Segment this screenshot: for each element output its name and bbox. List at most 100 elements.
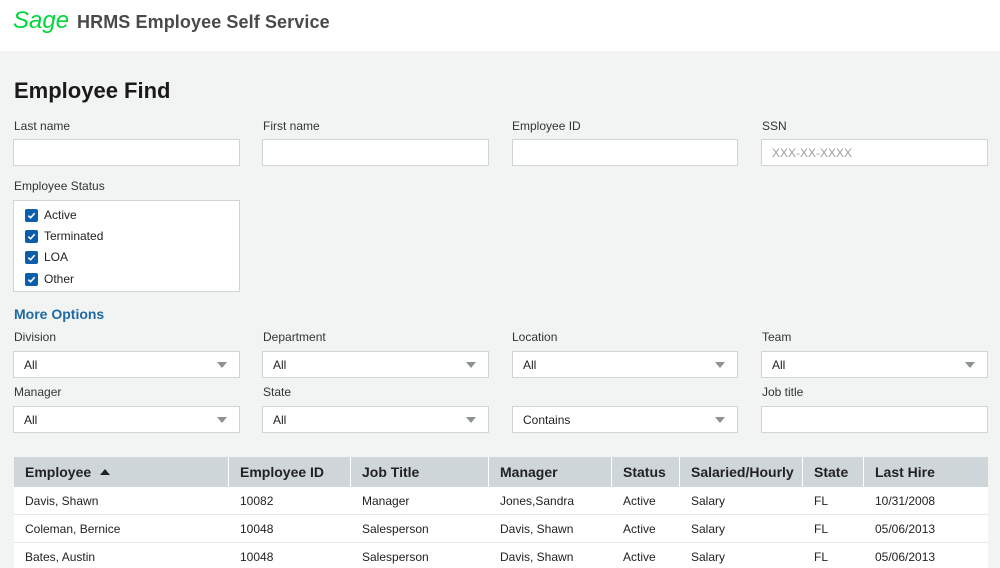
cell-employee-id: 10048 bbox=[240, 521, 274, 536]
cell-last-hire: 10/31/2008 bbox=[875, 493, 936, 508]
more-options-link[interactable]: More Options bbox=[14, 306, 105, 322]
checkbox-checked-icon bbox=[25, 229, 38, 243]
column-header-label: Employee ID bbox=[240, 464, 325, 480]
cell-manager: Davis, Shawn bbox=[500, 521, 574, 536]
status-option-label: LOA bbox=[44, 250, 69, 264]
status-option-label: Other bbox=[44, 272, 75, 286]
column-header-label: Salaried/Hourly bbox=[691, 464, 794, 480]
top-bar: Sage HRMS Employee Self Service bbox=[0, 0, 1000, 51]
status-option-label: Active bbox=[44, 208, 77, 222]
job-title-match-select[interactable]: Contains bbox=[512, 406, 738, 433]
cell-state: FL bbox=[814, 493, 829, 508]
last-name-input[interactable] bbox=[13, 139, 240, 166]
cell-employee: Davis, Shawn bbox=[25, 493, 99, 508]
column-header-job-title[interactable]: Job Title bbox=[351, 457, 489, 487]
cell-last-hire: 05/06/2013 bbox=[875, 549, 936, 564]
department-select[interactable]: All bbox=[262, 351, 489, 378]
state-select[interactable]: All bbox=[262, 406, 489, 433]
cell-employee-id: 10082 bbox=[240, 493, 274, 508]
location-value: All bbox=[523, 357, 537, 372]
location-select[interactable]: All bbox=[512, 351, 738, 378]
chevron-down-icon bbox=[466, 362, 476, 368]
cell-job-title: Salesperson bbox=[362, 521, 429, 536]
cell-job-title: Salesperson bbox=[362, 549, 429, 564]
checkbox-checked-icon bbox=[25, 250, 38, 264]
cell-salaried-hourly: Salary bbox=[691, 493, 726, 508]
column-header-manager[interactable]: Manager bbox=[489, 457, 612, 487]
state-label: State bbox=[263, 385, 292, 399]
cell-status: Active bbox=[623, 493, 656, 508]
results-table: Employee Employee ID Job Title Manager S… bbox=[14, 457, 988, 568]
column-header-label: Employee bbox=[25, 464, 92, 480]
column-header-salaried-hourly[interactable]: Salaried/Hourly bbox=[680, 457, 803, 487]
sort-ascending-icon bbox=[100, 469, 111, 475]
status-active-checkbox[interactable]: Active bbox=[25, 207, 77, 223]
column-header-label: Manager bbox=[500, 464, 558, 480]
table-row[interactable]: Coleman, Bernice 10048 Salesperson Davis… bbox=[14, 515, 988, 543]
column-header-employee-id[interactable]: Employee ID bbox=[229, 457, 351, 487]
cell-state: FL bbox=[814, 549, 829, 564]
column-header-last-hire[interactable]: Last Hire bbox=[864, 457, 988, 487]
column-header-state[interactable]: State bbox=[803, 457, 864, 487]
department-value: All bbox=[273, 357, 287, 372]
manager-select[interactable]: All bbox=[13, 406, 240, 433]
chevron-down-icon bbox=[715, 417, 725, 423]
division-select[interactable]: All bbox=[13, 351, 240, 378]
location-label: Location bbox=[512, 330, 558, 344]
status-option-label: Terminated bbox=[44, 229, 104, 243]
first-name-label: First name bbox=[263, 119, 320, 133]
employee-id-label: Employee ID bbox=[512, 119, 581, 133]
cell-employee: Bates, Austin bbox=[25, 549, 96, 564]
chevron-down-icon bbox=[965, 362, 975, 368]
chevron-down-icon bbox=[466, 417, 476, 423]
division-value: All bbox=[24, 357, 38, 372]
logo-text: Sage bbox=[13, 7, 68, 34]
column-header-label: Job Title bbox=[362, 464, 420, 480]
division-label: Division bbox=[14, 330, 57, 344]
job-title-input[interactable] bbox=[761, 406, 988, 433]
table-row[interactable]: Bates, Austin 10048 Salesperson Davis, S… bbox=[14, 543, 988, 568]
employee-id-input[interactable] bbox=[512, 139, 738, 166]
checkbox-checked-icon bbox=[25, 272, 38, 286]
last-name-label: Last name bbox=[14, 119, 71, 133]
column-header-label: Status bbox=[623, 464, 666, 480]
job-title-label: Job title bbox=[762, 385, 804, 399]
page-title: Employee Find bbox=[14, 78, 171, 103]
team-select[interactable]: All bbox=[761, 351, 988, 378]
cell-state: FL bbox=[814, 521, 829, 536]
cell-salaried-hourly: Salary bbox=[691, 521, 726, 536]
app-title: HRMS Employee Self Service bbox=[77, 12, 330, 32]
cell-manager: Jones,Sandra bbox=[500, 493, 575, 508]
table-row[interactable]: Davis, Shawn 10082 Manager Jones,Sandra … bbox=[14, 487, 988, 515]
chevron-down-icon bbox=[715, 362, 725, 368]
cell-employee: Coleman, Bernice bbox=[25, 521, 121, 536]
column-header-employee[interactable]: Employee bbox=[14, 457, 229, 487]
column-header-status[interactable]: Status bbox=[612, 457, 680, 487]
team-label: Team bbox=[762, 330, 792, 344]
team-value: All bbox=[772, 357, 786, 372]
status-loa-checkbox[interactable]: LOA bbox=[25, 249, 68, 265]
cell-last-hire: 05/06/2013 bbox=[875, 521, 936, 536]
chevron-down-icon bbox=[217, 362, 227, 368]
department-label: Department bbox=[263, 330, 326, 344]
cell-status: Active bbox=[623, 549, 656, 564]
cell-employee-id: 10048 bbox=[240, 549, 274, 564]
cell-manager: Davis, Shawn bbox=[500, 549, 574, 564]
job-title-match-value: Contains bbox=[523, 412, 571, 427]
cell-job-title: Manager bbox=[362, 493, 410, 508]
ssn-input[interactable] bbox=[761, 139, 988, 166]
column-header-label: Last Hire bbox=[875, 464, 935, 480]
manager-value: All bbox=[24, 412, 38, 427]
first-name-input[interactable] bbox=[262, 139, 489, 166]
status-other-checkbox[interactable]: Other bbox=[25, 271, 74, 287]
manager-label: Manager bbox=[14, 385, 62, 399]
sage-logo[interactable]: Sage bbox=[12, 6, 68, 40]
ssn-label: SSN bbox=[762, 119, 787, 133]
cell-salaried-hourly: Salary bbox=[691, 549, 726, 564]
cell-status: Active bbox=[623, 521, 656, 536]
column-header-label: State bbox=[814, 464, 849, 480]
status-terminated-checkbox[interactable]: Terminated bbox=[25, 228, 103, 244]
checkbox-checked-icon bbox=[25, 208, 38, 222]
table-header: Employee Employee ID Job Title Manager S… bbox=[14, 457, 988, 487]
employee-status-group: Active Terminated LOA Other bbox=[13, 200, 240, 292]
